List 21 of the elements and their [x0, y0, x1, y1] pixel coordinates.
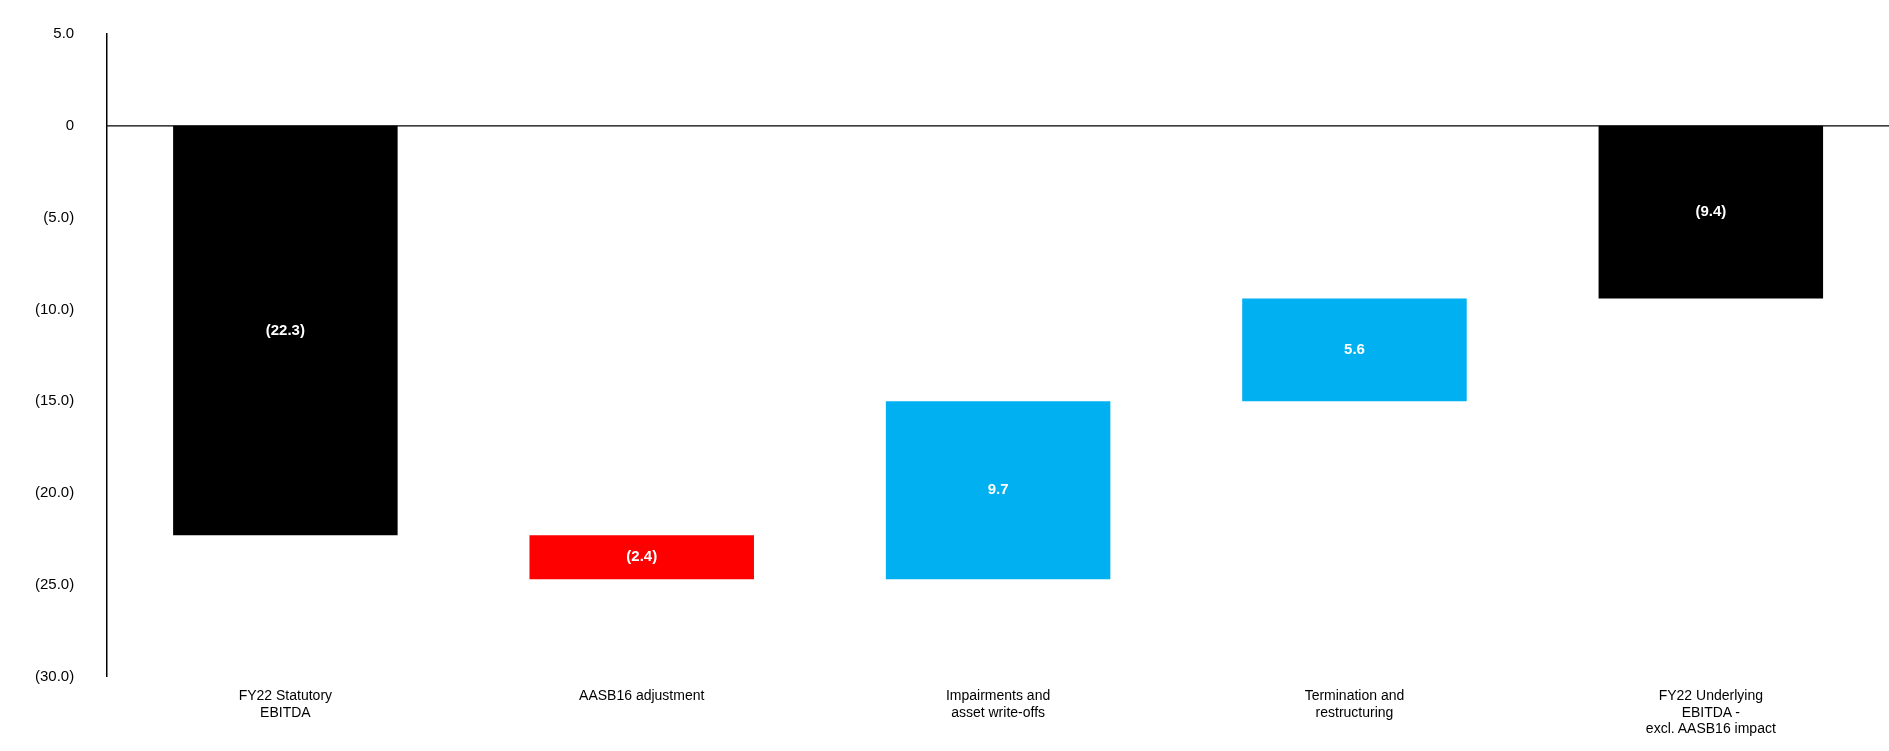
x-tick-label: Termination and restructuring: [1304, 686, 1405, 720]
bar: [529, 535, 754, 580]
y-tick-label: (20.0): [35, 483, 75, 501]
bar: [1242, 298, 1467, 402]
bar: [885, 401, 1111, 580]
y-tick-label: 0: [65, 115, 75, 133]
x-tick-label: Impairments and asset write-offs: [945, 686, 1051, 720]
data-label: (9.4): [1695, 202, 1727, 220]
x-tick-label: FY22 Statutory EBITDA: [238, 686, 333, 720]
data-label: (2.4): [626, 547, 658, 565]
x-tick-label: FY22 Underlying EBITDA - excl. AASB16 impact: [1645, 686, 1776, 737]
data-label: (22.3): [265, 320, 305, 338]
x-tick-label: AASB16 adjustment: [579, 686, 705, 703]
y-tick-label: 5.0: [53, 24, 75, 42]
y-tick-label: (30.0): [35, 666, 75, 684]
data-label: 5.6: [1344, 339, 1365, 357]
y-tick-label: (25.0): [35, 574, 75, 592]
y-tick-label: (5.0): [43, 207, 75, 225]
data-label: 9.7: [987, 480, 1009, 498]
y-tick-label: (15.0): [35, 391, 75, 409]
y-tick-label: (10.0): [35, 299, 75, 317]
